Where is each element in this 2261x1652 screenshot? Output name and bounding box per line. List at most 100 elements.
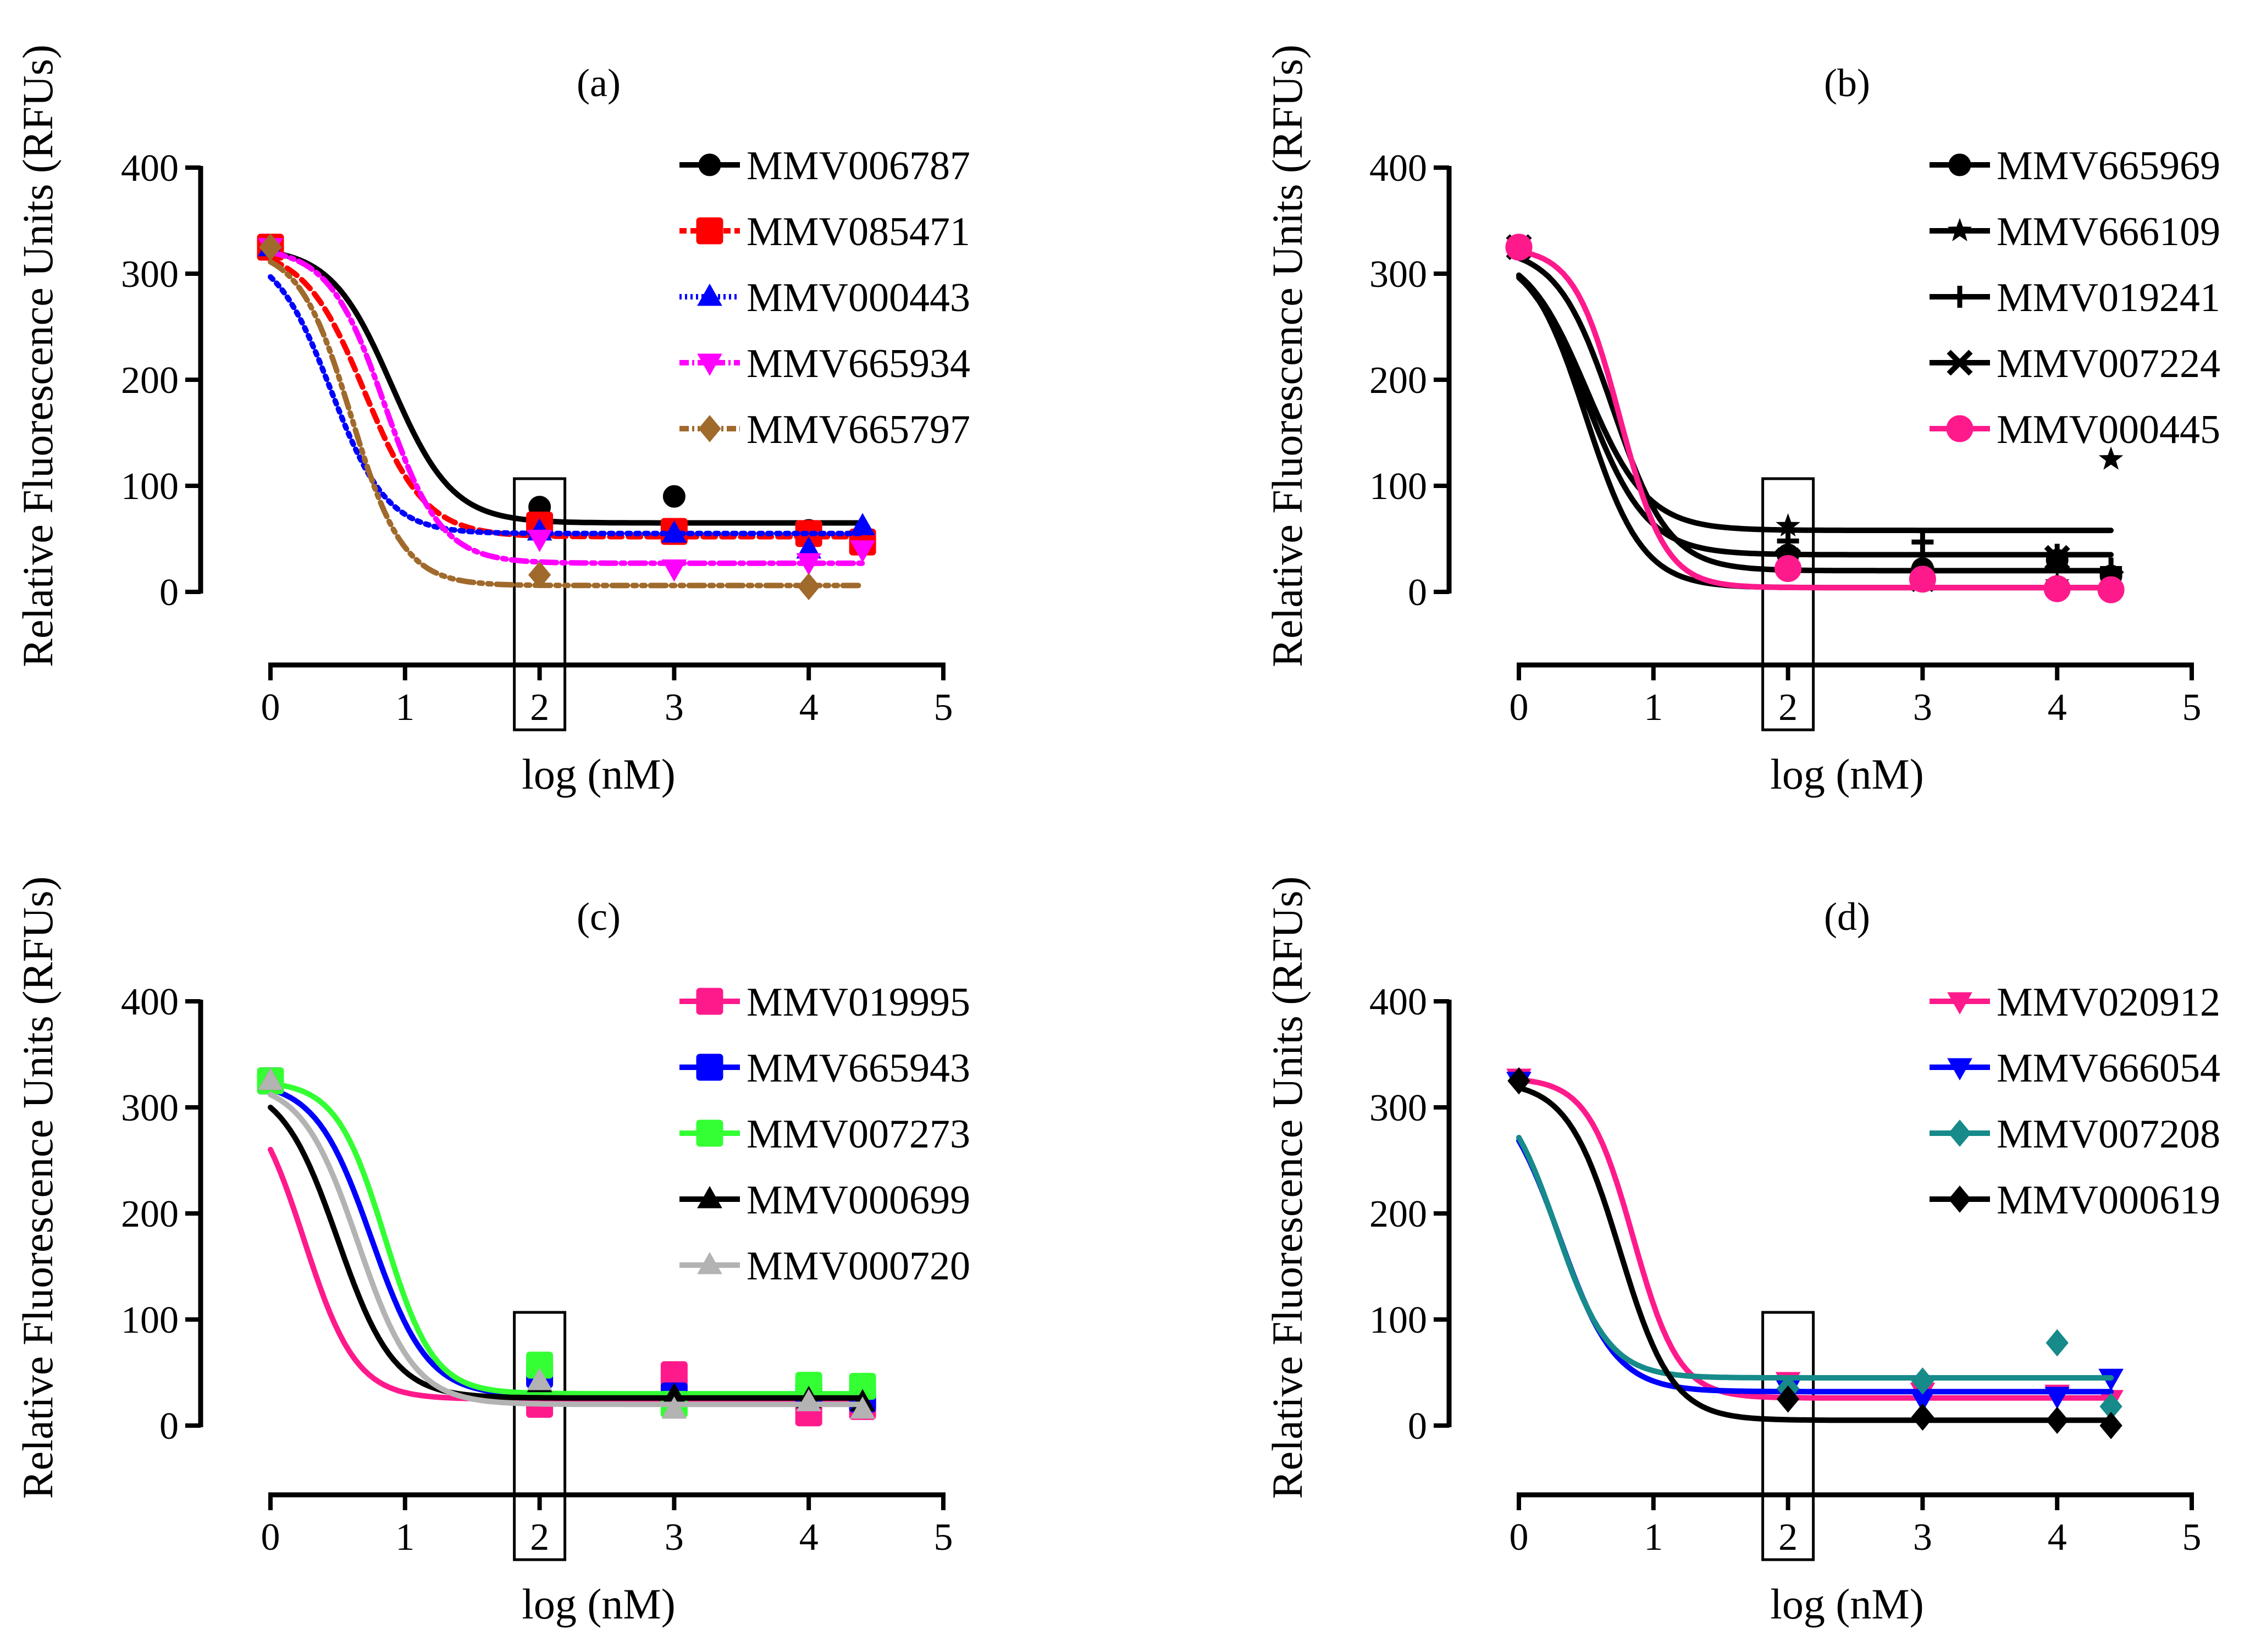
legend-item: MMV020912 (1930, 980, 2220, 1025)
x-tick-label: 5 (934, 1516, 953, 1559)
x-tick-label: 0 (261, 1516, 280, 1559)
legend-marker (1949, 286, 1971, 308)
legend-marker (1947, 350, 1973, 376)
legend-item: MMV019241 (1930, 275, 2220, 320)
y-tick-label: 100 (1369, 1299, 1427, 1341)
legend-marker (696, 1054, 723, 1081)
x-tick-label: 1 (1644, 1516, 1663, 1559)
fit-curve (1516, 272, 2114, 534)
legend-item: MMV666109 (1930, 209, 2220, 254)
x-tick-label: 1 (395, 686, 414, 729)
x-tick-label: 2 (530, 686, 549, 729)
data-point (2046, 1406, 2069, 1434)
y-axis-label: Relative Fluorescence Units (RFUs) (14, 877, 62, 1499)
x-tick-label: 0 (261, 686, 280, 729)
x-tick-label: 2 (530, 1516, 549, 1559)
data-point (1911, 1403, 1934, 1431)
y-tick-label: 100 (1369, 465, 1427, 508)
y-tick-label: 0 (159, 1405, 179, 1448)
data-point (796, 1389, 822, 1412)
y-tick-label: 200 (121, 359, 179, 402)
data-point (527, 530, 552, 552)
series-MMV000445 (1505, 234, 2125, 603)
panel-title: (c) (577, 895, 621, 939)
legend-label: MMV007208 (1997, 1112, 2220, 1157)
legend-marker (698, 153, 721, 176)
legend-item: MMV000720 (679, 1244, 970, 1289)
legend-marker (697, 1251, 722, 1274)
y-tick-label: 300 (121, 253, 179, 296)
data-point (1776, 1385, 1800, 1413)
legend-marker (696, 1119, 723, 1147)
highlight-box (1761, 1311, 1815, 1561)
legend-item: MMV665934 (679, 341, 970, 386)
y-tick-label: 300 (1369, 253, 1427, 296)
data-point (796, 553, 822, 575)
x-tick-label: 1 (1644, 686, 1663, 729)
legend-marker (1948, 153, 1971, 176)
legend-label: MMV666054 (1997, 1046, 2220, 1091)
x-tick-label: 3 (1913, 1516, 1932, 1559)
legend-marker (696, 217, 723, 245)
legend-item: MMV666054 (1930, 1046, 2220, 1091)
fit-curve (268, 1105, 866, 1401)
legend-label: MMV665934 (747, 341, 970, 386)
data-point (258, 1067, 283, 1090)
data-point (661, 520, 687, 543)
x-axis-label: log (nM) (1770, 1580, 1923, 1628)
y-tick-label: 400 (121, 147, 179, 190)
legend-item: MMV665797 (679, 407, 970, 452)
x-tick-label: 4 (799, 1516, 819, 1559)
x-tick-label: 3 (665, 1516, 684, 1559)
legend-label: MMV666109 (1997, 209, 2220, 254)
legend-label: MMV019995 (747, 980, 970, 1025)
y-tick-label: 0 (1408, 572, 1427, 614)
fit-curve (1516, 1077, 2114, 1401)
fit-curve (268, 257, 866, 540)
data-point (527, 1367, 552, 1390)
panel-d: (d)Relative Fluorescence Units (RFUs) 010… (1263, 877, 2220, 1628)
legend-item: MMV665969 (1930, 143, 2220, 189)
panel-b: (b)Relative Fluorescence Units (RFUs) 010… (1263, 45, 2220, 798)
legend-marker (1947, 992, 1972, 1015)
x-axis-label: log (nM) (522, 1580, 675, 1628)
x-tick-label: 1 (395, 1516, 414, 1559)
data-point (1505, 234, 1533, 261)
legend-label: MMV665797 (747, 407, 970, 452)
fit-curve (268, 1091, 866, 1407)
x-tick-label: 4 (799, 686, 819, 729)
data-point (1911, 531, 1934, 553)
y-tick-label: 200 (1369, 1193, 1427, 1235)
legend-item: MMV085471 (679, 209, 970, 254)
x-tick-label: 2 (1778, 1516, 1798, 1559)
data-point (1909, 566, 1936, 593)
legend-item: MMV000699 (679, 1178, 970, 1223)
y-axis-label: Relative Fluorescence Units (RFUs) (1263, 45, 1311, 667)
data-point (850, 1396, 875, 1419)
data-point (2044, 545, 2070, 571)
data-point (661, 559, 687, 582)
x-tick-label: 4 (2048, 1516, 2067, 1559)
fit-curve (268, 1080, 866, 1397)
legend-label: MMV000445 (1997, 407, 2220, 452)
fit-curve (268, 250, 866, 526)
x-axis-label: log (nM) (522, 750, 675, 798)
highlight-box (513, 1311, 567, 1561)
legend-label: MMV085471 (747, 209, 970, 254)
data-point (1507, 1067, 1530, 1095)
legend-label: MMV006787 (747, 143, 970, 189)
data-point (1911, 1367, 1934, 1395)
legend-marker (697, 1185, 722, 1208)
y-tick-label: 400 (1369, 981, 1427, 1023)
legend-item: MMV000445 (1930, 407, 2220, 452)
legend-label: MMV000619 (1997, 1178, 2220, 1223)
fit-curve (1516, 255, 2114, 574)
legend-item: MMV665943 (679, 1046, 970, 1091)
data-point (2044, 1387, 2070, 1409)
data-point (2099, 1412, 2122, 1439)
data-point (2100, 557, 2122, 580)
legend-marker (1948, 1185, 1971, 1213)
panel-a: (a)Relative Fluorescence Units (RFUs) 010… (14, 45, 970, 798)
legend-label: MMV000443 (747, 275, 970, 320)
